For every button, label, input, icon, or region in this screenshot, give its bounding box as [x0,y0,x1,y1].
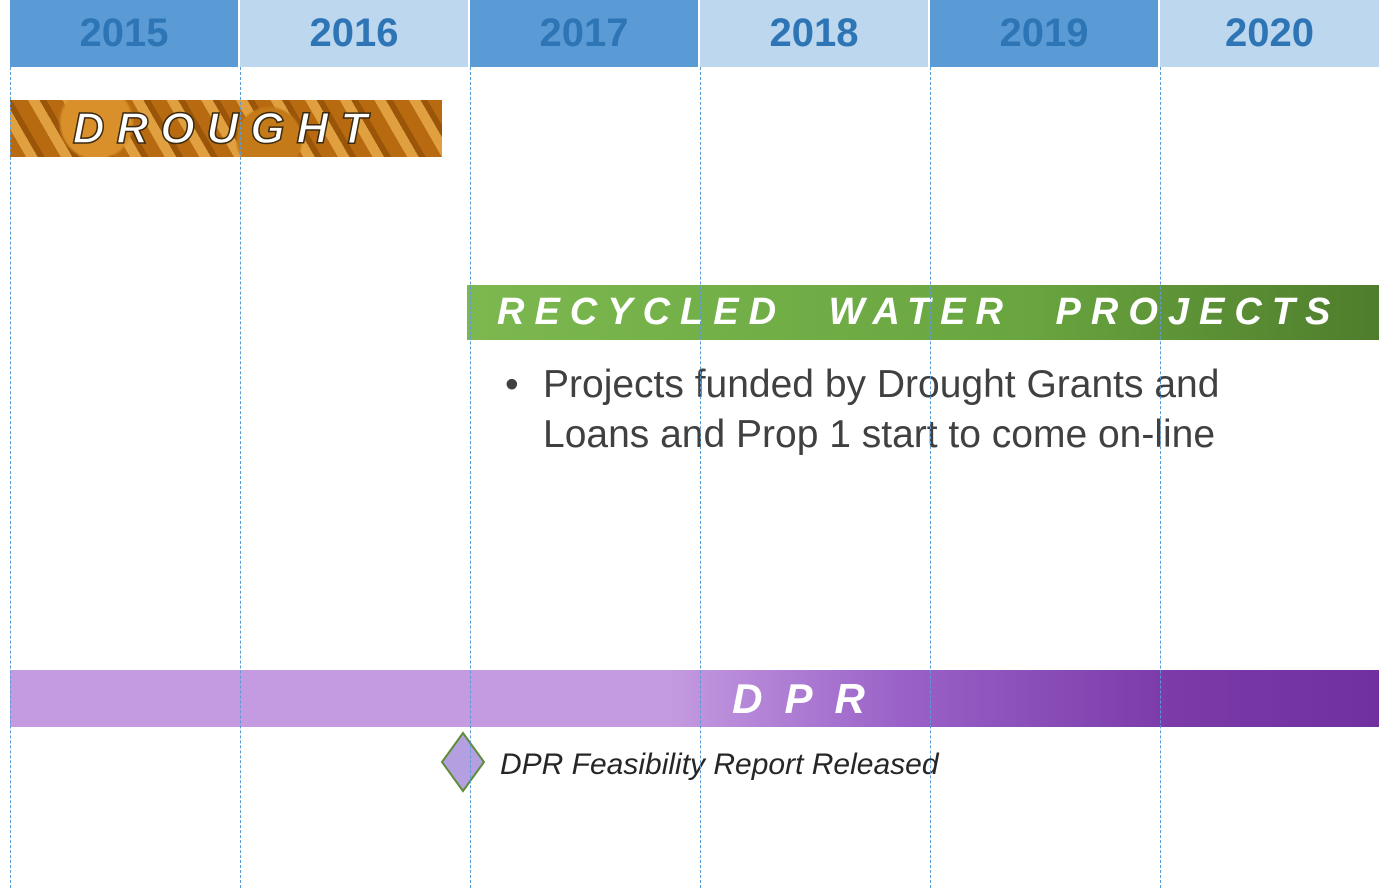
year-cell: 2020 [1160,0,1379,67]
divider-line [700,67,701,888]
page: 201520162017201820192020 DROUGHT RECYCLE… [0,0,1379,888]
divider-line [1160,67,1161,888]
year-cell: 2019 [930,0,1160,67]
divider-line [930,67,931,888]
drought-bar: DROUGHT [10,100,442,157]
bullet-item: Projects funded by Drought Grants and Lo… [505,360,1325,460]
divider-line [10,67,11,888]
year-cell: 2017 [470,0,700,67]
divider-line [470,67,471,888]
dpr-bar: DPR [10,670,1379,727]
dpr-label: DPR [732,675,887,723]
year-cell: 2018 [700,0,930,67]
recycled-water-bar: RECYCLED WATER PROJECTS [467,285,1379,340]
recycled-water-label: RECYCLED WATER PROJECTS [497,291,1340,334]
bullet-list: Projects funded by Drought Grants and Lo… [505,360,1325,460]
year-cell: 2016 [240,0,470,67]
drought-label: DROUGHT [73,104,379,154]
milestone-label: DPR Feasibility Report Released [500,748,939,782]
year-cell: 2015 [10,0,240,67]
divider-line [240,67,241,888]
milestone-diamond [440,731,486,793]
